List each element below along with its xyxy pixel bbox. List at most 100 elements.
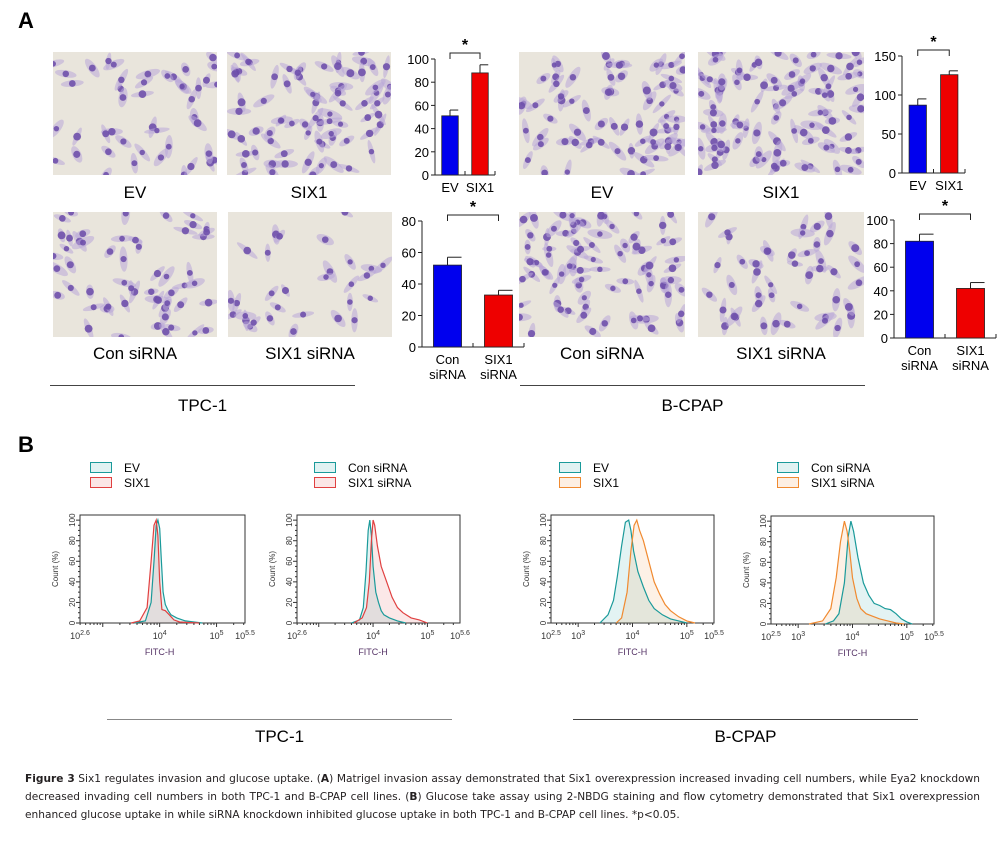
significance-star: * bbox=[930, 34, 937, 51]
cell-nucleus bbox=[80, 239, 86, 246]
cell-nucleus bbox=[580, 311, 588, 319]
cell-nucleus bbox=[266, 130, 273, 137]
cell-nucleus bbox=[743, 73, 751, 81]
cell-nucleus bbox=[283, 80, 291, 88]
cell-nucleus bbox=[241, 162, 247, 169]
cell-nucleus bbox=[847, 166, 854, 173]
cell-nucleus bbox=[337, 121, 344, 127]
cell-nucleus bbox=[809, 122, 815, 128]
y-tick-label: 20 bbox=[285, 597, 294, 606]
cell-nucleus bbox=[582, 107, 590, 115]
x-tick-label: 105 bbox=[210, 630, 224, 641]
cell-nucleus bbox=[664, 143, 672, 151]
cell-nucleus bbox=[186, 270, 193, 276]
panel-letter-a: A bbox=[18, 8, 34, 33]
cell-nucleus bbox=[717, 140, 726, 149]
cell-nucleus bbox=[380, 262, 386, 269]
cell-nucleus bbox=[547, 115, 554, 122]
cell-nucleus bbox=[266, 315, 274, 322]
cell-nucleus bbox=[788, 71, 796, 78]
cell-nucleus bbox=[157, 154, 165, 161]
cell-nucleus bbox=[640, 171, 646, 175]
bar-chart-bcpap-overexpression: 0 50 100 150 EV SIX1 * bbox=[860, 30, 990, 205]
cell-nucleus bbox=[304, 158, 312, 166]
cell-nucleus bbox=[203, 228, 211, 236]
cell-nucleus bbox=[148, 288, 155, 295]
plot-frame bbox=[79, 514, 246, 624]
plot-frame bbox=[296, 514, 461, 624]
cell-nucleus bbox=[530, 214, 538, 222]
y-tick-label: 100 bbox=[866, 213, 888, 228]
y-tick-label: 0 bbox=[68, 620, 77, 625]
y-tick-label: 40 bbox=[68, 577, 77, 586]
cell-nucleus bbox=[346, 69, 355, 78]
cell-nucleus bbox=[187, 162, 195, 171]
cell-nucleus bbox=[557, 93, 565, 100]
y-tick-label: 0 bbox=[881, 331, 888, 346]
cell-nucleus bbox=[698, 145, 704, 152]
cell-nucleus bbox=[103, 171, 109, 175]
x-tick-label: EV bbox=[441, 180, 459, 195]
cell-nucleus bbox=[522, 127, 529, 134]
cell-nucleus bbox=[753, 268, 761, 276]
histogram-line bbox=[131, 517, 200, 624]
cell-nucleus bbox=[660, 238, 667, 244]
panel-letter-b: B bbox=[18, 432, 34, 457]
y-tick-label: 60 bbox=[285, 556, 294, 565]
group-label-b-bcpap: B-CPAP bbox=[714, 727, 777, 746]
histogram-line bbox=[825, 520, 913, 625]
cell-nucleus bbox=[791, 260, 799, 267]
cell-nucleus bbox=[834, 166, 841, 173]
cell-nucleus bbox=[846, 62, 854, 71]
bar bbox=[484, 294, 513, 348]
cell-nucleus bbox=[334, 62, 342, 70]
cell-nucleus bbox=[343, 137, 350, 144]
cell-nucleus bbox=[189, 221, 197, 229]
cell-nucleus bbox=[305, 130, 311, 136]
label-tpc1-con-sirna: Con siRNA bbox=[92, 344, 178, 363]
cell-nucleus bbox=[139, 149, 145, 156]
micrograph-tpc1-six1-sirna bbox=[228, 212, 392, 337]
cell-nucleus bbox=[281, 160, 289, 168]
cell-nucleus bbox=[118, 76, 125, 84]
cell-nucleus bbox=[358, 52, 365, 56]
x-tick-label: 105.5 bbox=[924, 631, 944, 642]
cell-nucleus bbox=[820, 73, 828, 82]
cell-nucleus bbox=[384, 91, 391, 98]
cell-nucleus bbox=[235, 107, 243, 115]
cell-nucleus bbox=[368, 148, 375, 155]
legend-item: EV bbox=[90, 460, 150, 475]
legend-flow-tpc1-knockdown: Con siRNA SIX1 siRNA bbox=[314, 460, 411, 490]
caption-label: Figure 3 bbox=[25, 773, 75, 785]
y-tick-label: 100 bbox=[759, 514, 768, 528]
cell-nucleus bbox=[301, 121, 309, 128]
cell-nucleus bbox=[569, 212, 575, 219]
cell-nucleus bbox=[571, 138, 579, 147]
histogram-fill bbox=[616, 520, 695, 623]
x-tick-label: 104 bbox=[626, 630, 640, 641]
cell-nucleus bbox=[88, 64, 96, 72]
cell-nucleus bbox=[633, 212, 640, 217]
cell-nucleus bbox=[636, 288, 642, 294]
cell-nucleus bbox=[135, 243, 142, 250]
cell-nucleus bbox=[855, 158, 862, 165]
y-axis-label: Count (%) bbox=[522, 551, 531, 587]
x-tick-label: 102.6 bbox=[287, 630, 307, 641]
x-tick-label: 103 bbox=[791, 631, 805, 642]
cell-nucleus bbox=[632, 242, 641, 251]
cell-nucleus bbox=[768, 292, 775, 299]
histogram-line bbox=[615, 518, 696, 624]
legend-swatch bbox=[559, 462, 581, 473]
cell-nucleus bbox=[578, 276, 585, 283]
y-tick-label: 0 bbox=[409, 340, 416, 355]
cell-nucleus bbox=[589, 327, 597, 336]
cell-nucleus bbox=[363, 272, 371, 279]
x-tick-label: Con bbox=[908, 343, 932, 358]
bar bbox=[956, 288, 985, 339]
bar-chart-tpc1-overexpression: 0 20 40 60 80 100 EV SIX1 * bbox=[400, 30, 520, 205]
cell-nucleus bbox=[234, 52, 241, 59]
x-tick-label: siRNA bbox=[901, 358, 938, 373]
x-axis-label: FITC-H bbox=[358, 647, 388, 657]
cell-nucleus bbox=[597, 212, 606, 220]
cell-nucleus bbox=[617, 72, 626, 81]
